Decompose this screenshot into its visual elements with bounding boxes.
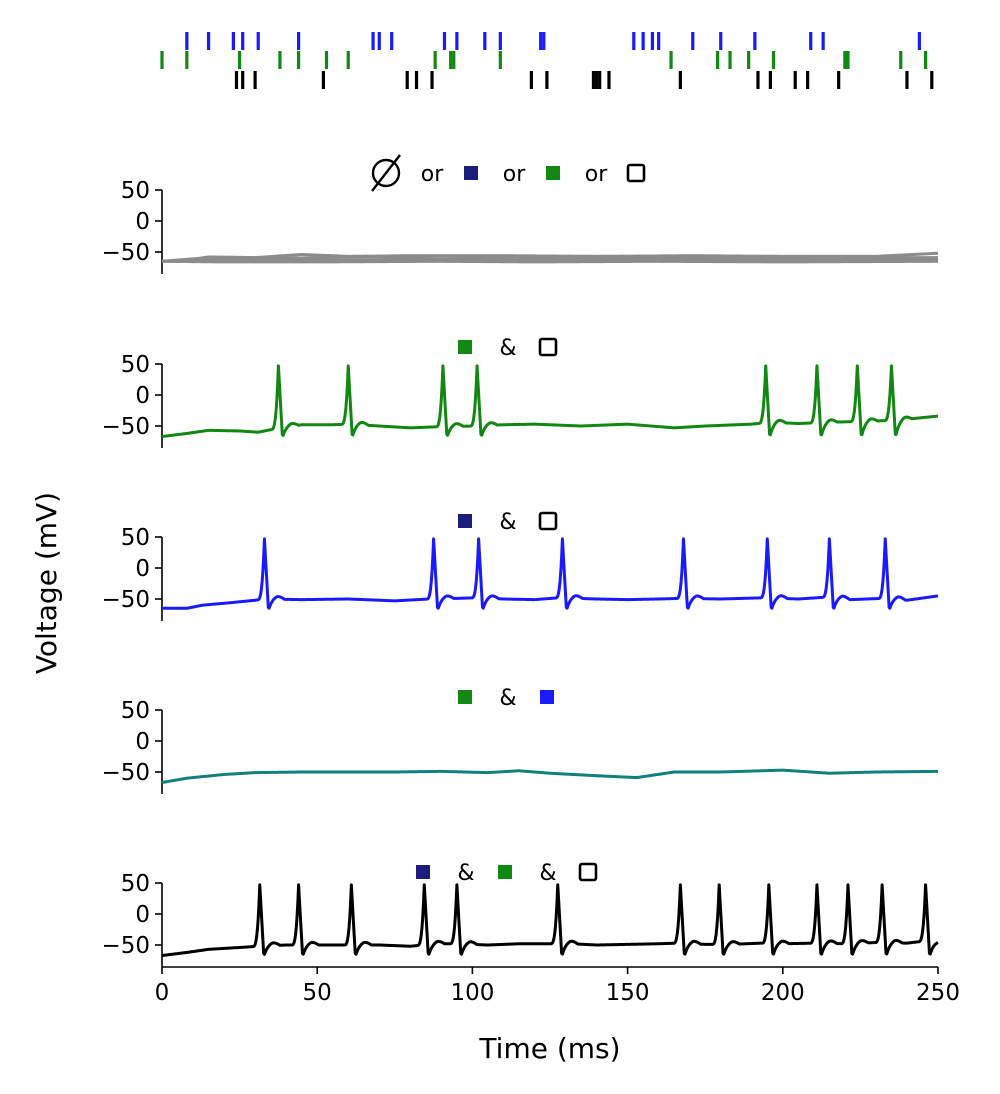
legend-separator: & xyxy=(457,861,474,886)
x-tick-label: 100 xyxy=(450,980,494,1006)
voltage-panel: 50 0 −50 & xyxy=(101,336,939,448)
x-tick-label: 250 xyxy=(916,980,960,1006)
null-set-icon xyxy=(371,154,401,192)
legend-separator: & xyxy=(499,510,516,535)
y-tick-label: 0 xyxy=(135,383,150,409)
y-axis-label: Voltage (mV) xyxy=(30,492,63,674)
legend-separator: & xyxy=(499,686,516,711)
voltage-trace xyxy=(161,768,939,785)
voltage-panel: 50 0 −50 or or or xyxy=(101,154,939,274)
legend-square-open xyxy=(538,337,558,357)
panel-legend: & xyxy=(458,510,558,535)
legend-square-filled xyxy=(546,166,560,180)
voltage-panel: 50 0 −50 & xyxy=(101,510,939,621)
y-tick-label: −50 xyxy=(101,587,150,613)
y-tick-label: 0 xyxy=(135,556,150,582)
legend-square-filled xyxy=(458,340,472,354)
y-tick-label: −50 xyxy=(101,933,150,959)
x-axis-label: Time (ms) xyxy=(478,1032,620,1065)
legend-square-filled xyxy=(540,690,554,704)
legend-separator: or xyxy=(585,162,608,187)
panel-legend: & xyxy=(458,686,554,711)
x-tick-label: 0 xyxy=(155,980,170,1006)
y-tick-label: 50 xyxy=(121,525,150,551)
voltage-trace xyxy=(161,259,939,264)
x-tick-label: 150 xyxy=(606,980,650,1006)
legend-separator: or xyxy=(503,162,526,187)
legend-separator: & xyxy=(499,336,516,361)
voltage-panel: 50 0 −50 & xyxy=(101,686,939,794)
voltage-trace xyxy=(161,537,939,610)
voltage-trace xyxy=(161,255,939,263)
voltage-trace xyxy=(161,364,939,439)
legend-separator: & xyxy=(539,861,556,886)
legend-square-filled xyxy=(416,865,430,879)
legend-square-open xyxy=(538,511,558,531)
legend-square-open xyxy=(626,163,646,183)
time-axis: 0 50 100 150 200 250 xyxy=(155,966,960,1006)
legend-square-filled xyxy=(458,690,472,704)
voltage-trace xyxy=(161,883,939,958)
panel-legend: & & xyxy=(416,861,598,886)
panel-legend: & xyxy=(458,336,558,361)
y-tick-label: 50 xyxy=(121,352,150,378)
legend-square-filled xyxy=(498,865,512,879)
spike-raster xyxy=(160,32,934,89)
legend-square-open xyxy=(578,862,598,882)
legend-separator: or xyxy=(421,162,444,187)
voltage-panels: 50 0 −50 or or or 50 0 −50 & 50 0 −50 & 50 0 −50 & 50 0 −50 &… xyxy=(101,154,939,967)
y-tick-label: 50 xyxy=(121,698,150,724)
y-tick-label: −50 xyxy=(101,240,150,266)
y-tick-label: 50 xyxy=(121,178,150,204)
y-tick-label: 50 xyxy=(121,871,150,897)
y-tick-label: −50 xyxy=(101,760,150,786)
y-tick-label: −50 xyxy=(101,414,150,440)
voltage-panel: 500−50& & xyxy=(101,861,939,967)
legend-square-filled xyxy=(464,166,478,180)
x-tick-label: 50 xyxy=(303,980,332,1006)
y-tick-label: 0 xyxy=(135,209,150,235)
panel-legend: or or or xyxy=(371,154,646,192)
legend-square-filled xyxy=(458,514,472,528)
y-tick-label: 0 xyxy=(135,902,150,928)
y-tick-label: 0 xyxy=(135,729,150,755)
x-tick-label: 200 xyxy=(761,980,805,1006)
